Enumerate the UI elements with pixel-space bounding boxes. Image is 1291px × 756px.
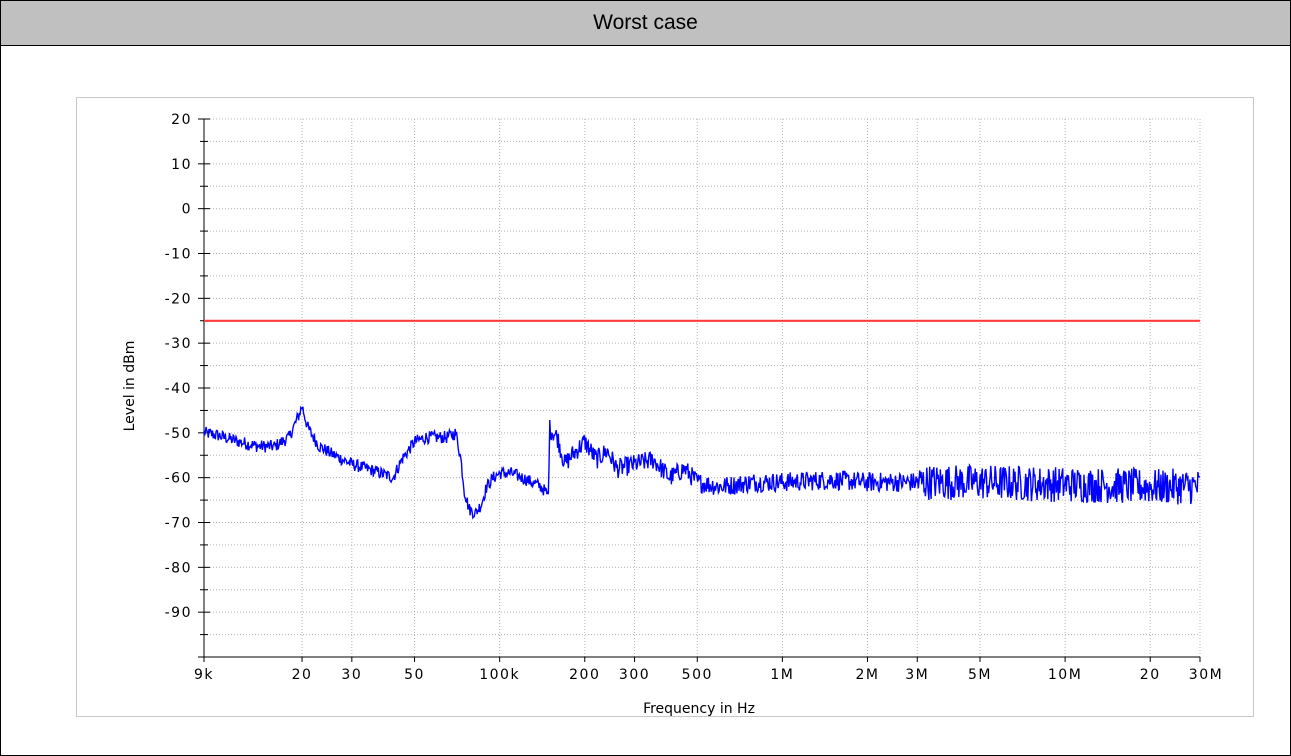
x-tick-label: 9k bbox=[194, 667, 214, 683]
x-tick-label: 10M bbox=[1048, 667, 1082, 683]
x-tick-label: 30M bbox=[1189, 667, 1223, 683]
y-tick-label: -60 bbox=[165, 471, 192, 487]
y-tick-label: -50 bbox=[165, 426, 192, 442]
x-tick-label: 20 bbox=[292, 667, 313, 683]
x-tick-label: 5M bbox=[968, 667, 992, 683]
x-tick-label: 30 bbox=[341, 667, 362, 683]
x-tick-label: 2M bbox=[855, 667, 879, 683]
chart-frame: 20 10 0 -10 -20 -30 -40 -50 -60 -70 -80 -90 9k 20 30 50… bbox=[76, 97, 1254, 717]
x-tick-label: 1M bbox=[770, 667, 794, 683]
x-tick-label: 500 bbox=[682, 667, 713, 683]
x-tick-label: 200 bbox=[569, 667, 600, 683]
axes-layer: 20 10 0 -10 -20 -30 -40 -50 -60 -70 -80 -90 9k 20 30 50… bbox=[165, 112, 1223, 683]
x-tick-label: 300 bbox=[619, 667, 650, 683]
grid-layer bbox=[204, 118, 1201, 657]
emission-chart: 20 10 0 -10 -20 -30 -40 -50 -60 -70 -80 -90 9k 20 30 50… bbox=[122, 112, 1223, 717]
series-layer bbox=[203, 319, 1201, 520]
x-tick-label: 100k bbox=[479, 667, 520, 683]
y-tick-label: 20 bbox=[171, 112, 192, 128]
y-tick-label: -80 bbox=[165, 560, 192, 576]
y-tick-label: -20 bbox=[165, 291, 192, 307]
y-tick-label: -40 bbox=[165, 381, 192, 397]
y-tick-label: -10 bbox=[165, 247, 192, 263]
y-tick-label: -30 bbox=[165, 336, 192, 352]
y-tick-label: -70 bbox=[165, 516, 192, 532]
header-title: Worst case bbox=[1, 1, 1290, 46]
measurement-trace bbox=[203, 405, 1201, 520]
y-tick-label: 0 bbox=[182, 202, 192, 218]
y-tick-label: -90 bbox=[165, 605, 192, 621]
y-tick-label: 10 bbox=[171, 157, 192, 173]
x-tick-label: 20 bbox=[1140, 667, 1161, 683]
y-axis-label: Level in dBm bbox=[122, 341, 138, 432]
x-tick-label: 50 bbox=[404, 667, 425, 683]
x-tick-label: 3M bbox=[905, 667, 929, 683]
x-axis-label: Frequency in Hz bbox=[643, 701, 755, 716]
